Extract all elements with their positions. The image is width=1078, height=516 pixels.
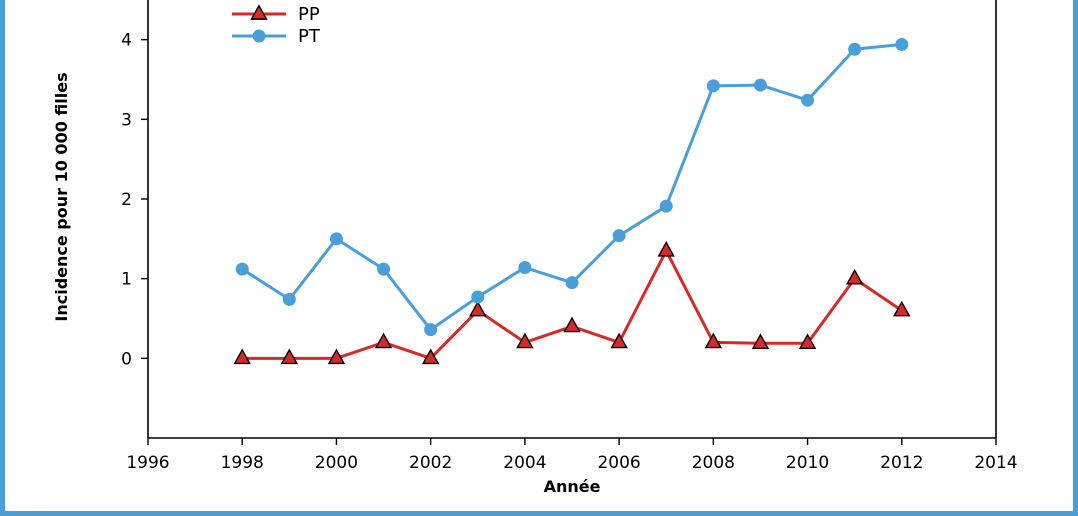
x-tick-label: 2014 — [974, 453, 1017, 473]
data-point-pt — [801, 93, 815, 107]
x-tick-label: 2010 — [786, 453, 829, 473]
x-tick-label: 2004 — [503, 453, 546, 473]
data-point-pp — [845, 268, 864, 285]
legend-item-pt: PT — [232, 26, 321, 47]
legend-marker — [252, 29, 266, 43]
data-point-pt — [424, 323, 438, 337]
data-point-pt — [565, 276, 579, 290]
series-pt — [235, 37, 909, 337]
data-point-pp — [704, 332, 723, 349]
data-point-pp — [751, 333, 770, 350]
data-point-pt — [518, 261, 532, 275]
y-tick-label: 1 — [121, 270, 132, 290]
x-axis-title: Année — [544, 477, 601, 496]
data-point-pp — [327, 348, 346, 365]
legend-label: PT — [298, 26, 321, 47]
y-tick-label: 4 — [121, 31, 132, 51]
y-tick-label: 2 — [121, 190, 132, 210]
x-tick-label: 2008 — [692, 453, 735, 473]
data-point-pt — [659, 199, 673, 213]
legend-label: PP — [298, 4, 320, 25]
data-point-pp — [798, 333, 817, 350]
y-axis-title: Incidence pour 10 000 filles — [52, 72, 71, 321]
data-point-pt — [706, 79, 720, 93]
data-point-pt — [377, 262, 391, 276]
data-point-pt — [329, 232, 343, 246]
x-tick-label: 2006 — [597, 453, 640, 473]
data-point-pt — [753, 78, 767, 92]
x-tick-label: 2002 — [409, 453, 452, 473]
x-tick-label: 1996 — [126, 453, 169, 473]
data-point-pp — [563, 316, 581, 333]
data-point-pp — [657, 240, 675, 257]
axes — [141, 0, 997, 445]
x-tick-label: 2000 — [315, 453, 358, 473]
data-point-pt — [612, 229, 626, 243]
legend-item-pp: PP — [232, 4, 320, 25]
data-point-pt — [235, 262, 249, 276]
y-tick-label: 3 — [121, 110, 132, 130]
legend-marker — [250, 4, 268, 20]
data-point-pt — [895, 37, 909, 51]
data-point-pp — [516, 332, 534, 349]
data-point-pt — [282, 292, 296, 306]
data-point-pp — [374, 332, 393, 349]
data-point-pp — [233, 348, 251, 365]
data-point-pp — [469, 300, 487, 317]
tick-labels: 1996 1998 2000 2002 2004 2006 2008 2010 2012 2014… — [121, 31, 1017, 473]
x-tick-label: 1998 — [221, 453, 264, 473]
data-point-pp — [610, 332, 628, 349]
x-tick-label: 2012 — [880, 453, 923, 473]
data-point-pp — [893, 300, 911, 317]
data-point-pt — [848, 42, 862, 56]
y-tick-label: 0 — [121, 349, 132, 369]
data-point-pp — [421, 348, 440, 365]
data-point-pt — [471, 290, 485, 304]
data-point-pp — [280, 348, 299, 365]
series-pp — [233, 240, 911, 365]
series-layer — [233, 37, 911, 365]
